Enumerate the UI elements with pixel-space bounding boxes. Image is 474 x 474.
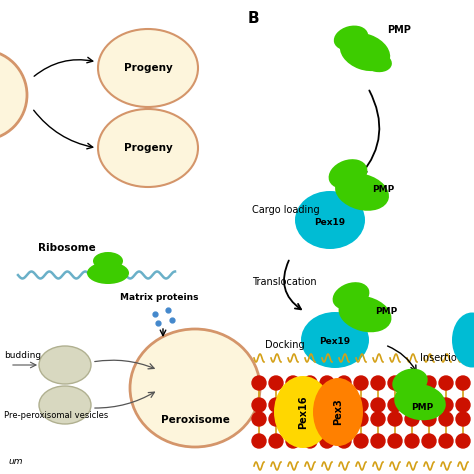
Circle shape (320, 412, 334, 426)
Text: Pex19: Pex19 (319, 337, 351, 346)
Circle shape (286, 434, 300, 448)
Text: PMP: PMP (411, 402, 433, 411)
Circle shape (422, 434, 436, 448)
Circle shape (439, 434, 453, 448)
Circle shape (354, 376, 368, 390)
Ellipse shape (93, 252, 123, 270)
Circle shape (286, 376, 300, 390)
Ellipse shape (87, 262, 129, 284)
Circle shape (456, 434, 470, 448)
Circle shape (388, 434, 402, 448)
Circle shape (388, 398, 402, 412)
Circle shape (371, 376, 385, 390)
Circle shape (422, 412, 436, 426)
Ellipse shape (394, 384, 446, 420)
Text: Progeny: Progeny (124, 143, 173, 153)
Text: Pex19: Pex19 (314, 218, 346, 227)
Circle shape (388, 412, 402, 426)
Ellipse shape (362, 52, 392, 72)
Text: Cargo loading: Cargo loading (252, 205, 319, 215)
Circle shape (405, 398, 419, 412)
Circle shape (303, 398, 317, 412)
Text: B: B (248, 10, 260, 26)
Circle shape (337, 376, 351, 390)
Circle shape (456, 412, 470, 426)
Circle shape (439, 376, 453, 390)
Text: Pex16: Pex16 (298, 395, 308, 429)
Ellipse shape (39, 346, 91, 384)
Circle shape (320, 376, 334, 390)
Circle shape (405, 376, 419, 390)
Circle shape (354, 412, 368, 426)
Circle shape (269, 398, 283, 412)
Ellipse shape (392, 369, 428, 395)
Circle shape (269, 376, 283, 390)
Circle shape (252, 434, 266, 448)
Circle shape (303, 434, 317, 448)
Circle shape (405, 434, 419, 448)
Circle shape (303, 376, 317, 390)
Circle shape (252, 376, 266, 390)
Circle shape (252, 398, 266, 412)
Circle shape (320, 398, 334, 412)
Text: budding: budding (4, 350, 41, 359)
Ellipse shape (0, 50, 27, 140)
Text: Docking: Docking (265, 340, 305, 350)
Ellipse shape (274, 376, 332, 448)
Ellipse shape (338, 296, 392, 332)
Text: Translocation: Translocation (252, 277, 317, 287)
Ellipse shape (340, 33, 390, 71)
Ellipse shape (130, 329, 260, 447)
Circle shape (456, 398, 470, 412)
Ellipse shape (98, 29, 198, 107)
Ellipse shape (335, 173, 389, 211)
Circle shape (337, 434, 351, 448)
Text: PMP: PMP (375, 308, 397, 317)
Ellipse shape (333, 282, 369, 310)
Circle shape (388, 376, 402, 390)
Ellipse shape (313, 378, 363, 446)
Text: Matrix proteins: Matrix proteins (120, 293, 199, 302)
Circle shape (354, 434, 368, 448)
Ellipse shape (334, 26, 368, 50)
Circle shape (303, 412, 317, 426)
Ellipse shape (39, 386, 91, 424)
Circle shape (354, 398, 368, 412)
Ellipse shape (98, 109, 198, 187)
Circle shape (337, 412, 351, 426)
Circle shape (371, 412, 385, 426)
Circle shape (371, 434, 385, 448)
Circle shape (269, 434, 283, 448)
Text: PMP: PMP (372, 185, 394, 194)
Text: um: um (8, 457, 22, 466)
Circle shape (439, 398, 453, 412)
Text: Pre-peroxisomal vesicles: Pre-peroxisomal vesicles (4, 410, 108, 419)
Ellipse shape (301, 312, 369, 368)
Circle shape (337, 398, 351, 412)
Circle shape (439, 412, 453, 426)
Circle shape (252, 412, 266, 426)
Text: Ribosome: Ribosome (38, 243, 96, 253)
Text: Insertio: Insertio (420, 353, 457, 363)
Circle shape (422, 376, 436, 390)
Circle shape (405, 412, 419, 426)
Circle shape (456, 376, 470, 390)
Text: PMP: PMP (387, 25, 411, 35)
Text: Peroxisome: Peroxisome (161, 415, 229, 425)
Circle shape (269, 412, 283, 426)
Circle shape (286, 398, 300, 412)
Ellipse shape (295, 191, 365, 249)
Text: Progeny: Progeny (124, 63, 173, 73)
Circle shape (320, 434, 334, 448)
Circle shape (286, 412, 300, 426)
Circle shape (371, 398, 385, 412)
Ellipse shape (328, 159, 367, 189)
Circle shape (422, 398, 436, 412)
Text: Pex3: Pex3 (333, 399, 343, 425)
Ellipse shape (452, 312, 474, 367)
